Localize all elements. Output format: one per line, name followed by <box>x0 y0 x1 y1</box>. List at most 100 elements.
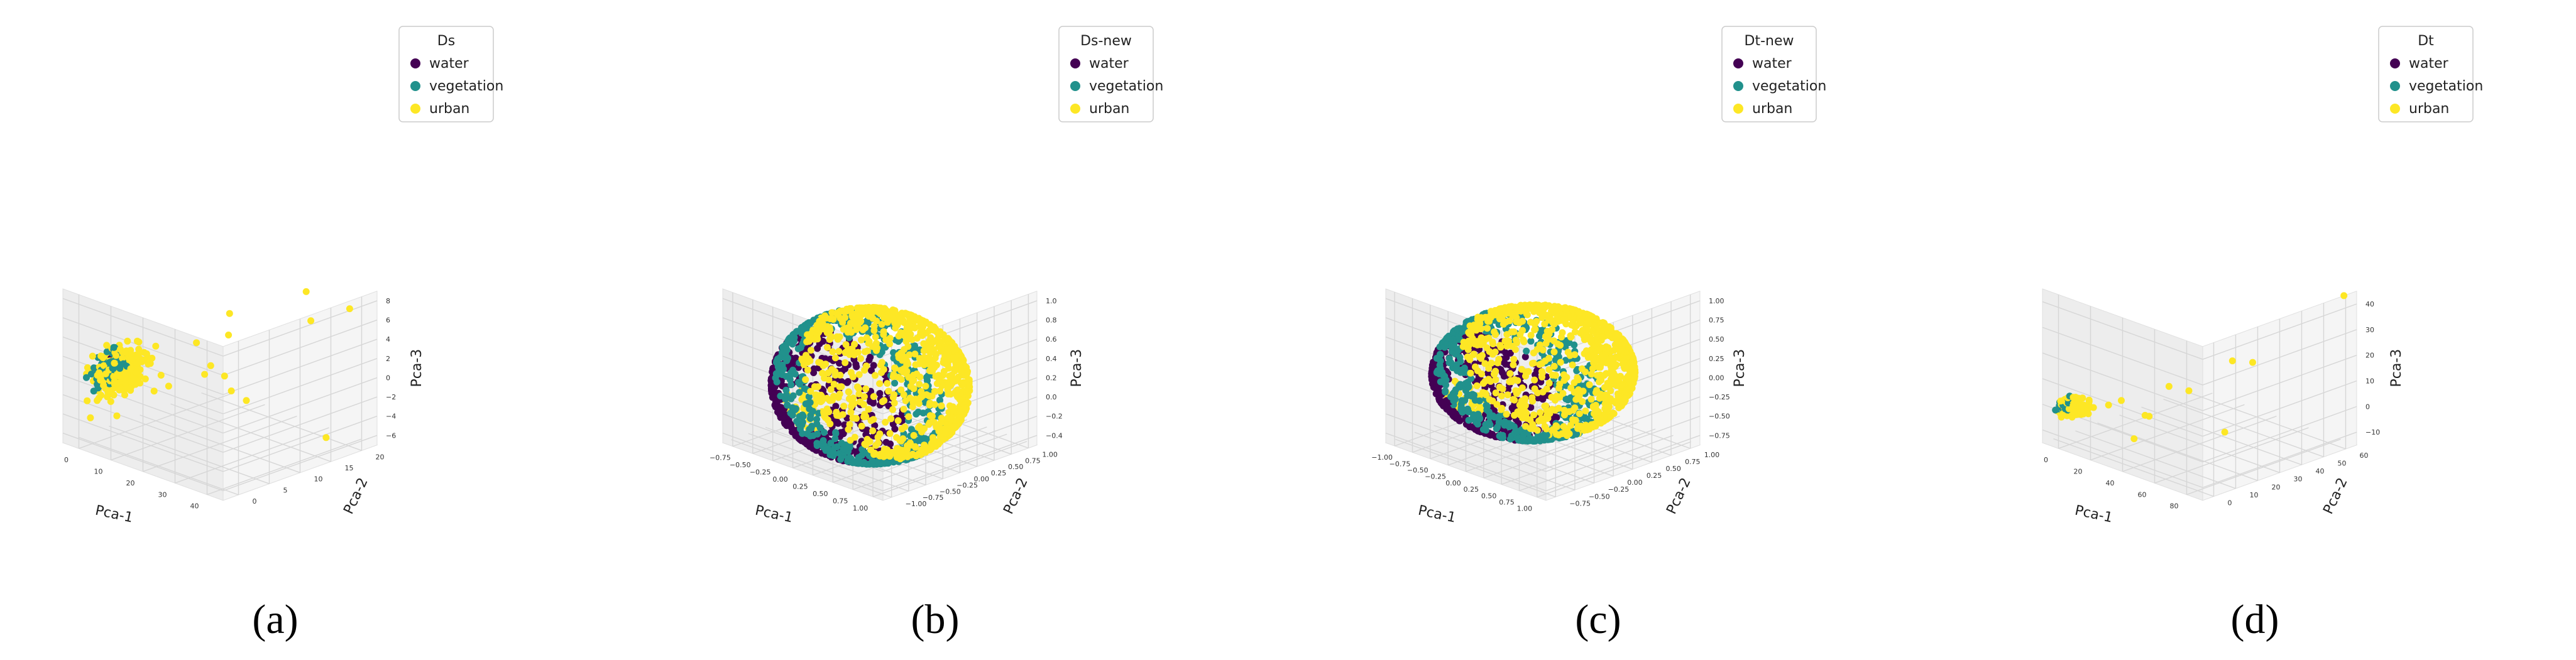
point-urban <box>1539 346 1547 354</box>
point-vegetation <box>814 430 821 438</box>
z-tick-label: 30 <box>2365 326 2374 334</box>
y-tick-label: 1.00 <box>1704 451 1720 459</box>
x-axis-label: Pca-1 <box>2073 503 2114 526</box>
grid-line <box>1395 438 1556 497</box>
panel-b: −0.75−0.50−0.250.000.250.500.751.00−1.00… <box>710 26 1163 642</box>
point-urban <box>1554 313 1561 320</box>
y-tick-label: −0.25 <box>1608 485 1630 494</box>
point-urban <box>1525 368 1532 376</box>
point-urban <box>859 326 867 333</box>
point-urban <box>1512 387 1520 394</box>
grid-line <box>2097 422 2258 481</box>
z-tick-label: −0.75 <box>1709 431 1730 440</box>
point-urban <box>931 387 938 395</box>
legend-box <box>398 26 494 122</box>
grid-line <box>1545 396 1701 453</box>
point-urban <box>906 325 914 333</box>
y-tick-label: 20 <box>376 453 385 461</box>
y-tick-label: 30 <box>2294 475 2303 484</box>
point-urban <box>851 433 858 441</box>
point-urban <box>1574 374 1581 382</box>
point-urban <box>1580 332 1587 340</box>
grid-line <box>2042 352 2203 411</box>
point-vegetation <box>1464 405 1471 413</box>
point-urban <box>1623 386 1631 393</box>
point-vegetation <box>860 458 868 466</box>
point-vegetation <box>813 440 821 447</box>
y-tick-label: 50 <box>2338 460 2347 468</box>
point-vegetation <box>1461 364 1468 372</box>
point-vegetation <box>1441 372 1449 380</box>
point-vegetation <box>1437 351 1444 359</box>
grid-line <box>2202 355 2357 411</box>
point-urban <box>84 397 91 404</box>
point-urban <box>1510 355 1518 363</box>
scatter-points <box>83 288 353 441</box>
grid-line <box>2119 414 2280 473</box>
point-urban <box>1593 387 1601 394</box>
point-urban <box>122 380 129 387</box>
point-urban <box>906 439 914 446</box>
grid-line <box>2053 438 2214 497</box>
point-vegetation <box>773 378 781 386</box>
point-urban <box>941 425 948 433</box>
point-urban <box>1588 371 1595 378</box>
legend-label-vegetation: vegetation <box>1752 78 1826 94</box>
point-urban <box>2228 357 2236 365</box>
y-tick-label: 60 <box>2360 452 2369 460</box>
point-urban <box>819 369 826 377</box>
z-tick-label: −0.4 <box>1046 431 1063 440</box>
point-urban <box>1512 336 1520 344</box>
point-urban <box>889 315 897 323</box>
z-tick-label: 0.6 <box>1046 335 1057 344</box>
grid-line <box>2202 303 2357 360</box>
point-vegetation <box>858 446 866 453</box>
point-urban <box>1576 410 1583 418</box>
point-urban <box>1560 406 1568 414</box>
point-urban <box>2185 387 2193 394</box>
point-vegetation <box>1540 431 1548 439</box>
y-tick-label: −0.50 <box>940 487 961 495</box>
grid-line <box>2141 406 2302 465</box>
x-tick-label: −0.25 <box>750 468 771 477</box>
point-urban <box>804 366 811 374</box>
grid <box>2042 295 2357 497</box>
point-vegetation <box>796 389 803 396</box>
point-urban <box>1619 360 1626 367</box>
point-urban <box>1608 366 1615 374</box>
point-vegetation <box>792 405 799 413</box>
point-vegetation <box>1535 432 1542 440</box>
grid-line <box>222 338 378 396</box>
y-tick-label: 0.00 <box>1627 479 1643 487</box>
point-urban <box>916 355 923 362</box>
point-urban <box>1504 391 1511 399</box>
z-axis-label: Pca-3 <box>409 349 425 387</box>
point-urban <box>839 411 847 418</box>
x-tick-label: 0 <box>2044 456 2048 464</box>
legend-marker-vegetation <box>2390 81 2400 91</box>
grid-line <box>222 319 378 376</box>
point-urban <box>1485 365 1493 372</box>
point-vegetation <box>1471 391 1477 399</box>
point-urban <box>134 353 141 360</box>
point-urban <box>814 335 821 343</box>
point-vegetation <box>784 354 791 362</box>
tick-labels: −1.00−0.75−0.50−0.250.000.250.500.751.00… <box>1371 297 1729 513</box>
point-urban <box>817 391 825 399</box>
legend-marker-water <box>1070 58 1080 68</box>
point-urban <box>878 359 885 366</box>
point-vegetation <box>789 392 797 399</box>
point-urban <box>890 371 897 378</box>
legend-label-vegetation: vegetation <box>2409 78 2483 94</box>
scatter-points <box>767 303 973 468</box>
y-tick-label: 0 <box>2228 499 2232 507</box>
point-urban <box>891 399 898 407</box>
point-urban <box>854 349 862 356</box>
point-urban <box>1581 350 1588 357</box>
point-urban <box>1510 396 1517 403</box>
point-urban <box>1609 380 1617 387</box>
point-urban <box>850 394 857 402</box>
point-vegetation <box>827 440 835 447</box>
grid-line <box>2042 327 2203 386</box>
point-urban <box>945 350 952 357</box>
